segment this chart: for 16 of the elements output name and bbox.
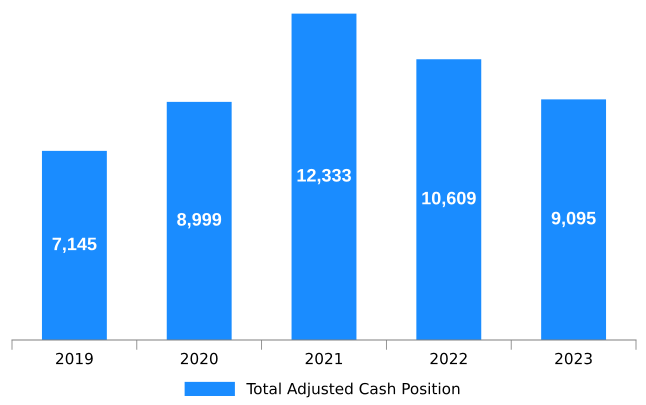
bar	[541, 99, 606, 340]
legend-label: Total Adjusted Cash Position	[246, 382, 460, 398]
data-label: 12,333	[298, 168, 351, 184]
bar	[166, 102, 232, 340]
data-label: 8,999	[177, 212, 222, 228]
x-tick-label: 2021	[306, 352, 342, 364]
x-tick-label: 2020	[180, 352, 218, 364]
bar	[292, 14, 356, 340]
data-label: 9,095	[552, 212, 596, 228]
x-tick-label: 2023	[555, 352, 592, 364]
data-label: 10,609	[422, 192, 476, 208]
bar	[416, 59, 482, 340]
bar	[42, 150, 107, 340]
data-label: 7,145	[52, 238, 96, 253]
x-tick-label: 2022	[430, 352, 467, 364]
x-tick-label: 2019	[56, 352, 93, 364]
